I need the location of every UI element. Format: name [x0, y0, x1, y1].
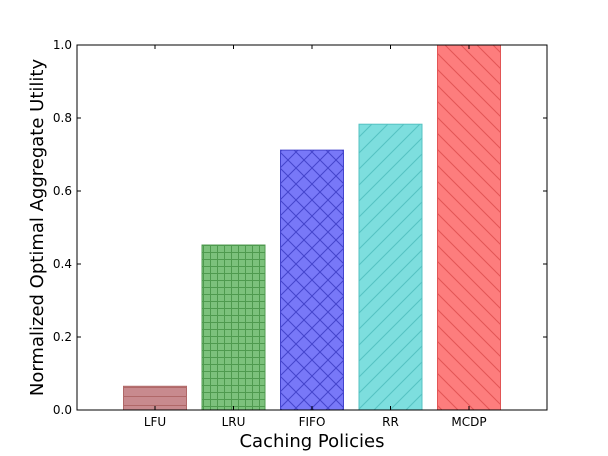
bars-layer — [123, 44, 501, 411]
y-tick-label-5: 1.0 — [53, 38, 72, 52]
y-tick-label-4: 0.8 — [53, 111, 72, 125]
y-tick-label-2: 0.4 — [53, 257, 72, 271]
y-tick-label-3: 0.6 — [53, 184, 72, 198]
y-tick-label-0: 0.0 — [53, 403, 72, 417]
x-axis-title: Caching Policies — [239, 431, 384, 452]
y-tick-label-1: 0.2 — [53, 330, 72, 344]
x-tick-label-lfu: LFU — [144, 415, 166, 429]
bar-lru — [201, 244, 266, 411]
bar-fifo — [280, 149, 344, 411]
x-tick-label-fifo: FIFO — [299, 415, 326, 429]
x-tick-label-rr: RR — [382, 415, 399, 429]
x-tick-label-lru: LRU — [222, 415, 246, 429]
ticks-layer: LFU LRU FIFO RR MCDP 0.0 0.2 0.4 0.6 0.8 1.0 — [53, 38, 547, 429]
y-axis-title: Normalized Optimal Aggregate Utility — [27, 59, 48, 397]
x-tick-label-mcdp: MCDP — [451, 415, 486, 429]
bar-mcdp — [437, 44, 501, 411]
bar-rr — [358, 123, 423, 411]
